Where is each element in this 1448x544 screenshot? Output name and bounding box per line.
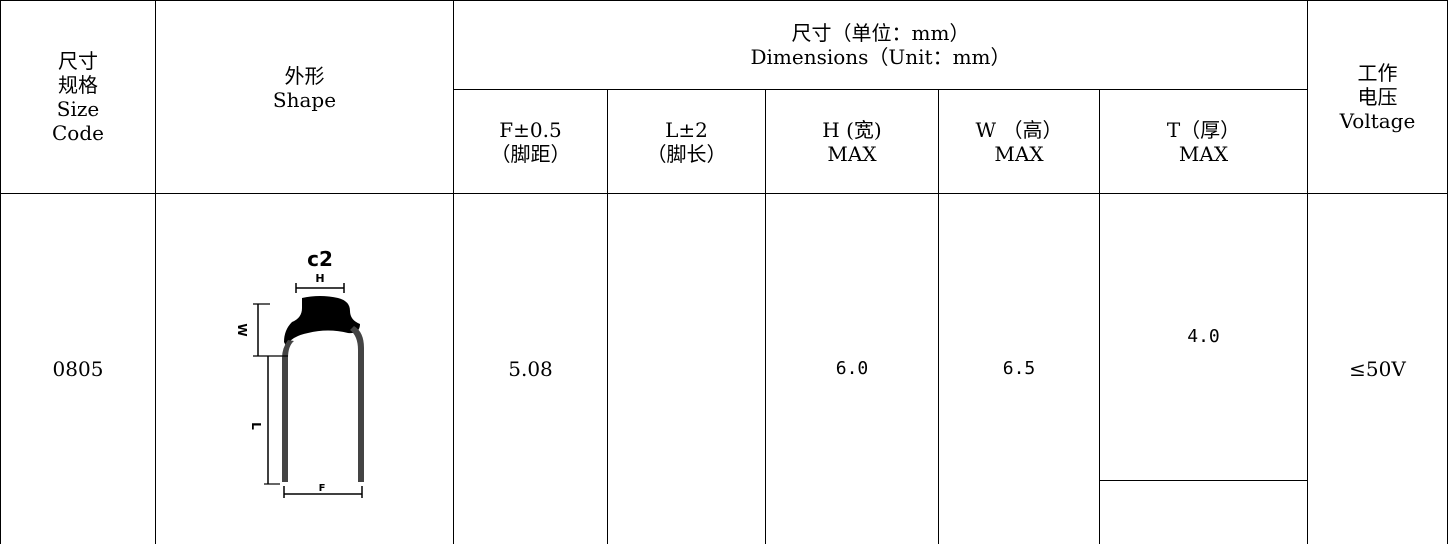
header-voltage-line-3: Voltage xyxy=(1339,109,1416,133)
header-w-line-2: MAX xyxy=(994,141,1044,166)
header-dimensions-line-2: Dimensions（Unit：mm） xyxy=(750,45,1011,69)
header-w: W （高） MAX xyxy=(939,90,1099,193)
header-h-line-1: H (宽) xyxy=(822,117,882,142)
row-t: 4.0 xyxy=(1187,326,1220,347)
col-line-1 xyxy=(155,0,156,544)
dimensions-subheader-line xyxy=(453,89,1307,90)
header-bottom-line xyxy=(0,193,1448,194)
row-f: 5.08 xyxy=(508,357,553,381)
row-voltage: ≤50V xyxy=(1349,357,1406,381)
header-voltage-line-2: 电压 xyxy=(1357,85,1398,109)
header-voltage: 工作 电压 Voltage xyxy=(1308,1,1447,193)
header-t-line-2: MAX xyxy=(1178,141,1229,166)
col-line-6 xyxy=(1099,89,1100,544)
header-shape-line-1: 外形 xyxy=(284,64,325,88)
header-h-line-2: MAX xyxy=(827,141,877,166)
header-f-line-1: F±0.5 xyxy=(499,117,562,142)
header-size-code: 尺寸 规格 Size Code xyxy=(1,1,155,193)
header-dimensions-line-1: 尺寸（单位：mm） xyxy=(791,21,970,45)
row-shape: c2 H W L F xyxy=(156,194,453,544)
row-size-code: 0805 xyxy=(52,357,104,381)
col-line-4 xyxy=(765,89,766,544)
col-line-7 xyxy=(1307,0,1308,544)
shape-label-l: L xyxy=(249,422,263,430)
shape-label-top: c2 xyxy=(307,247,333,271)
header-f: F±0.5 （脚距） xyxy=(454,90,607,193)
header-t: T（厚） MAX xyxy=(1100,90,1307,193)
thickness-split-line xyxy=(1099,480,1307,481)
row-w: 6.5 xyxy=(1002,358,1036,379)
header-l-line-1: L±2 xyxy=(665,117,708,142)
header-w-line-1: W （高） xyxy=(975,117,1063,142)
col-line-5 xyxy=(938,89,939,544)
header-l: L±2 （脚长） xyxy=(608,90,765,193)
shape-label-h: H xyxy=(315,272,324,285)
col-line-3 xyxy=(607,89,608,544)
header-t-line-1: T（厚） xyxy=(1166,117,1241,142)
shape-label-w: W xyxy=(235,323,249,336)
header-size-code-line-4: Code xyxy=(52,121,104,145)
header-shape-line-2: Shape xyxy=(272,88,337,112)
header-size-code-line-1: 尺寸 xyxy=(57,49,98,73)
shape-label-f: F xyxy=(318,483,325,494)
header-size-code-line-2: 规格 xyxy=(57,73,98,97)
row-h: 6.0 xyxy=(835,358,869,379)
header-l-line-2: （脚长） xyxy=(646,141,727,166)
header-shape: 外形 Shape xyxy=(156,1,453,193)
header-f-line-2: （脚距） xyxy=(490,141,571,166)
col-line-2 xyxy=(453,0,454,544)
header-size-code-line-3: Size xyxy=(56,97,100,121)
header-voltage-line-1: 工作 xyxy=(1357,61,1398,85)
row-l xyxy=(608,194,765,544)
table-border-top xyxy=(0,0,1448,1)
capacitor-drawing: c2 H W L F xyxy=(235,247,364,498)
table-border-left xyxy=(0,0,1,544)
header-h: H (宽) MAX xyxy=(766,90,938,193)
capacitor-body xyxy=(283,296,360,346)
header-dimensions: 尺寸（单位：mm） Dimensions（Unit：mm） xyxy=(454,1,1307,89)
